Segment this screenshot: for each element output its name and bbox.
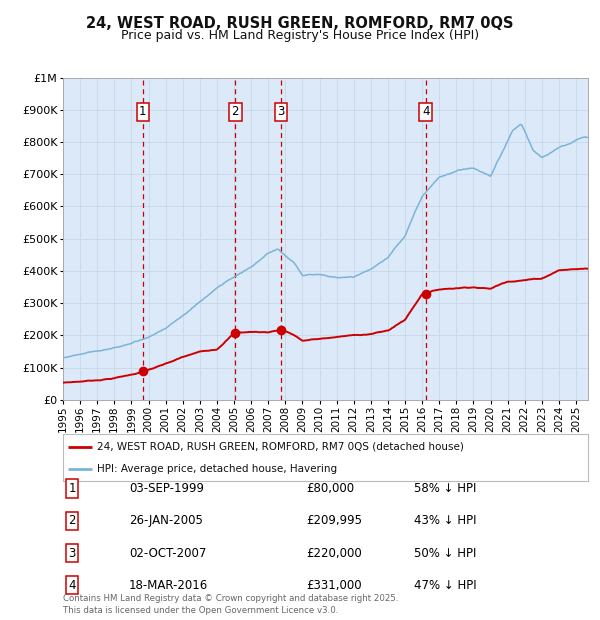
Text: 24, WEST ROAD, RUSH GREEN, ROMFORD, RM7 0QS: 24, WEST ROAD, RUSH GREEN, ROMFORD, RM7 … (86, 16, 514, 30)
Text: £331,000: £331,000 (306, 579, 362, 591)
Text: £209,995: £209,995 (306, 515, 362, 527)
Text: 50% ↓ HPI: 50% ↓ HPI (414, 547, 476, 559)
Text: 02-OCT-2007: 02-OCT-2007 (129, 547, 206, 559)
Text: £220,000: £220,000 (306, 547, 362, 559)
Text: 3: 3 (277, 105, 285, 118)
Text: 2: 2 (68, 515, 76, 527)
Text: 1: 1 (68, 482, 76, 495)
Text: Price paid vs. HM Land Registry's House Price Index (HPI): Price paid vs. HM Land Registry's House … (121, 29, 479, 42)
Text: HPI: Average price, detached house, Havering: HPI: Average price, detached house, Have… (97, 464, 337, 474)
Text: 3: 3 (68, 547, 76, 559)
Text: 2: 2 (232, 105, 239, 118)
Text: 43% ↓ HPI: 43% ↓ HPI (414, 515, 476, 527)
Text: £80,000: £80,000 (306, 482, 354, 495)
Text: 18-MAR-2016: 18-MAR-2016 (129, 579, 208, 591)
Text: Contains HM Land Registry data © Crown copyright and database right 2025.
This d: Contains HM Land Registry data © Crown c… (63, 594, 398, 615)
Text: 47% ↓ HPI: 47% ↓ HPI (414, 579, 476, 591)
Text: 58% ↓ HPI: 58% ↓ HPI (414, 482, 476, 495)
Text: 26-JAN-2005: 26-JAN-2005 (129, 515, 203, 527)
Text: 1: 1 (139, 105, 146, 118)
Text: 4: 4 (422, 105, 430, 118)
Text: 03-SEP-1999: 03-SEP-1999 (129, 482, 204, 495)
Text: 4: 4 (68, 579, 76, 591)
Text: 24, WEST ROAD, RUSH GREEN, ROMFORD, RM7 0QS (detached house): 24, WEST ROAD, RUSH GREEN, ROMFORD, RM7 … (97, 441, 464, 451)
